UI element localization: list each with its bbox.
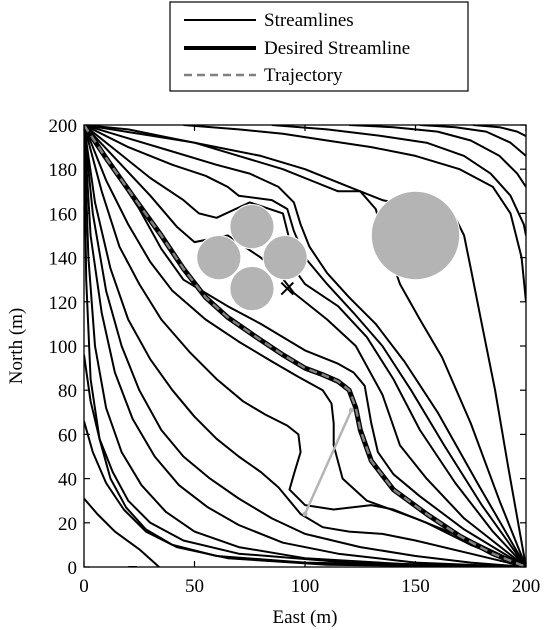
x-tick-label-0: 0 [79,576,89,597]
y-tick-label-60: 60 [58,425,77,446]
streamline-2 [84,125,526,567]
desired-streamline [84,125,526,567]
y-tick-label-120: 120 [49,293,78,314]
y-tick-label-100: 100 [49,337,78,358]
obstacle-4 [262,235,308,281]
obstacle-2 [229,204,275,250]
streamline-22 [419,125,526,157]
x-tick-label-150: 150 [401,576,430,597]
legend-label-streamlines: Streamlines [264,10,354,31]
streamline-12 [84,125,526,567]
streamline-8 [84,125,526,567]
streamline-14 [84,125,526,567]
trajectory-line [84,125,526,567]
streamline-23 [472,125,526,137]
x-tick-label-50: 50 [185,576,204,597]
obstacle-3 [196,235,242,281]
x-tick-label-200: 200 [512,576,541,597]
y-tick-label-80: 80 [58,381,77,402]
y-tick-label-160: 160 [49,204,78,225]
streamline-7 [84,125,526,567]
legend: Streamlines Desired Streamline Trajector… [169,1,469,92]
streamline-21 [349,125,526,188]
x-tick-label-100: 100 [291,576,320,597]
streamline-16 [84,420,526,567]
plot-content [84,125,526,567]
series-group [84,125,526,567]
y-tick-label-180: 180 [49,160,78,181]
x-axis-label: East (m) [273,607,338,628]
y-tick-label-40: 40 [58,470,77,491]
arrow-head [348,407,354,413]
streamline-3 [84,125,526,567]
y-tick-label-200: 200 [49,116,78,137]
streamline-20 [271,125,526,236]
y-tick-label-20: 20 [58,514,77,535]
streamline-5 [84,125,526,567]
legend-label-desired-streamline: Desired Streamline [264,38,410,59]
streamline-9 [84,125,526,567]
obstacle-5 [229,265,275,312]
obstacle-1 [370,190,461,281]
streamline-4 [84,125,526,567]
streamline-1 [84,125,526,567]
y-tick-label-0: 0 [68,558,78,579]
streamline-11 [84,125,526,567]
axis-ticks: 0 50 100 150 200 0 20 40 60 80 100 120 140 160 180 200 [49,116,541,597]
streamline-15 [84,354,526,567]
heading-arrow [303,409,353,515]
streamline-6 [84,125,526,567]
legend-label-trajectory: Trajectory [264,65,343,86]
arrow-tail [302,511,308,517]
y-axis-label: North (m) [6,308,27,385]
streamline-10 [84,125,526,567]
streamline-13 [84,125,526,567]
streamline-19 [183,125,526,302]
waypoint-marker [280,281,295,296]
y-tick-label-140: 140 [49,249,78,270]
streamline-17 [84,497,160,567]
plot-frame [83,124,527,568]
